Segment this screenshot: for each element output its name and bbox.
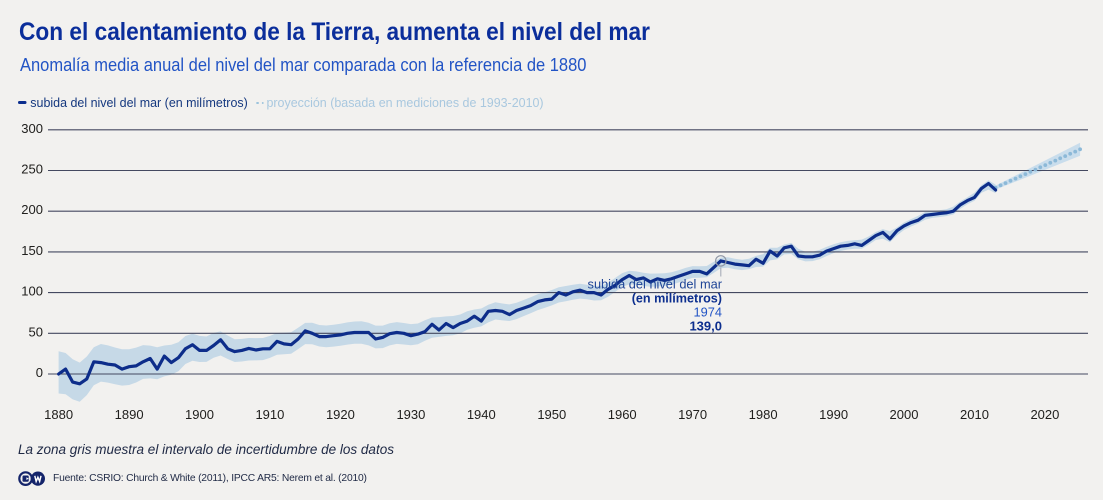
svg-text:1950: 1950	[537, 407, 566, 422]
svg-text:1920: 1920	[326, 407, 355, 422]
svg-text:200: 200	[21, 202, 43, 217]
svg-text:1990: 1990	[819, 407, 848, 422]
svg-text:1940: 1940	[467, 407, 496, 422]
svg-text:subida del nivel del mar: subida del nivel del mar	[588, 277, 723, 292]
svg-text:150: 150	[21, 243, 43, 258]
svg-text:1970: 1970	[678, 407, 707, 422]
svg-text:250: 250	[21, 162, 43, 177]
svg-text:(en milímetros): (en milímetros)	[632, 292, 722, 306]
svg-text:1960: 1960	[608, 407, 637, 422]
svg-text:0: 0	[36, 365, 43, 380]
svg-text:1900: 1900	[185, 407, 214, 422]
svg-text:50: 50	[29, 324, 43, 339]
svg-text:300: 300	[21, 121, 43, 136]
svg-text:2000: 2000	[890, 407, 919, 422]
svg-text:1890: 1890	[115, 407, 144, 422]
svg-text:1880: 1880	[44, 407, 73, 422]
svg-text:2010: 2010	[960, 407, 989, 422]
svg-text:1910: 1910	[255, 407, 284, 422]
svg-text:1974: 1974	[694, 305, 722, 320]
svg-text:1980: 1980	[749, 407, 778, 422]
svg-text:139,0: 139,0	[689, 319, 722, 334]
svg-text:1930: 1930	[396, 407, 425, 422]
svg-text:2020: 2020	[1030, 407, 1059, 422]
svg-text:100: 100	[21, 284, 43, 299]
